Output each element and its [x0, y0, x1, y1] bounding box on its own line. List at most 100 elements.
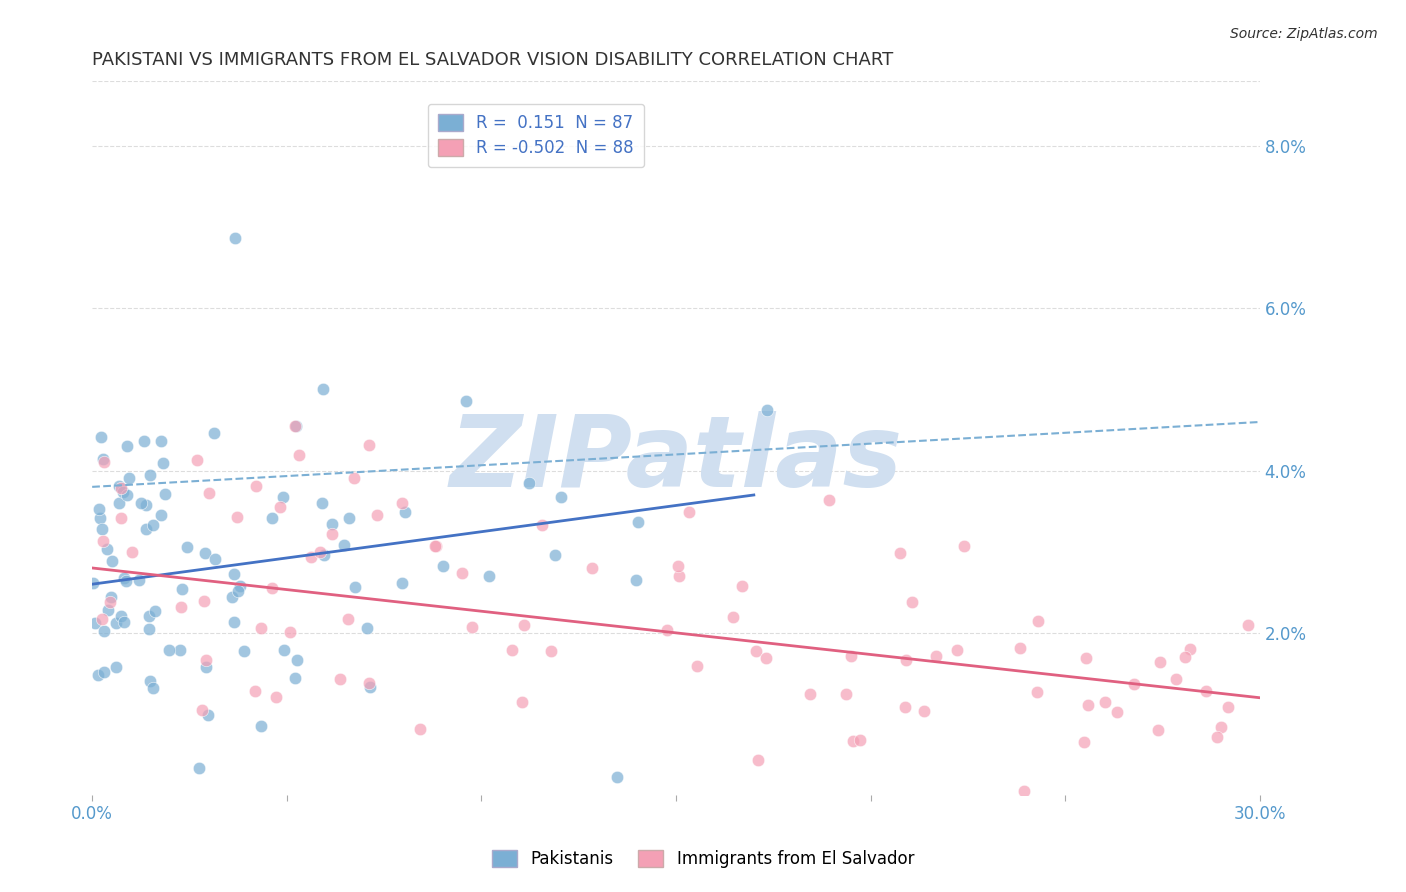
Pakistanis: [89, 510, 111, 524]
Pakistanis: [394, 505, 416, 519]
Immigrants from El Salvador: [193, 594, 215, 608]
Pakistanis: [139, 674, 162, 689]
Immigrants from El Salvador: [93, 533, 115, 548]
Pakistanis: [89, 501, 111, 516]
Immigrants from El Salvador: [513, 617, 536, 632]
Pakistanis: [221, 590, 243, 604]
Pakistanis: [169, 643, 191, 657]
Pakistanis: [115, 574, 138, 588]
Pakistanis: [624, 574, 647, 588]
Immigrants from El Salvador: [190, 703, 212, 717]
Immigrants from El Salvador: [721, 610, 744, 624]
Immigrants from El Salvador: [818, 493, 841, 508]
Immigrants from El Salvador: [581, 561, 603, 575]
Immigrants from El Salvador: [849, 733, 872, 747]
Immigrants from El Salvador: [839, 649, 862, 664]
Pakistanis: [226, 584, 249, 599]
Immigrants from El Salvador: [121, 545, 143, 559]
Immigrants from El Salvador: [894, 653, 917, 667]
Pakistanis: [84, 615, 107, 630]
Immigrants from El Salvador: [1218, 699, 1240, 714]
Pakistanis: [150, 508, 173, 523]
Immigrants from El Salvador: [1147, 723, 1170, 737]
Pakistanis: [101, 554, 124, 568]
Immigrants from El Salvador: [1012, 784, 1035, 798]
Pakistanis: [90, 430, 112, 444]
Pakistanis: [93, 624, 115, 638]
Immigrants from El Salvador: [1195, 684, 1218, 698]
Immigrants from El Salvador: [889, 546, 911, 560]
Immigrants from El Salvador: [510, 694, 533, 708]
Pakistanis: [115, 439, 138, 453]
Pakistanis: [138, 608, 160, 623]
Pakistanis: [517, 476, 540, 491]
Pakistanis: [314, 548, 336, 562]
Pakistanis: [187, 761, 209, 775]
Pakistanis: [194, 546, 217, 560]
Pakistanis: [104, 615, 127, 630]
Pakistanis: [131, 496, 153, 510]
Immigrants from El Salvador: [1105, 705, 1128, 719]
Pakistanis: [100, 591, 122, 605]
Immigrants from El Salvador: [299, 550, 322, 565]
Pakistanis: [152, 456, 174, 470]
Immigrants from El Salvador: [321, 527, 343, 541]
Legend: Pakistanis, Immigrants from El Salvador: Pakistanis, Immigrants from El Salvador: [485, 843, 921, 875]
Immigrants from El Salvador: [461, 620, 484, 634]
Pakistanis: [432, 558, 454, 573]
Immigrants from El Salvador: [747, 753, 769, 767]
Pakistanis: [260, 510, 283, 524]
Pakistanis: [544, 548, 567, 562]
Pakistanis: [271, 490, 294, 504]
Immigrants from El Salvador: [283, 419, 305, 434]
Immigrants from El Salvador: [423, 539, 446, 553]
Pakistanis: [755, 403, 778, 417]
Pakistanis: [202, 426, 225, 441]
Pakistanis: [107, 496, 129, 510]
Immigrants from El Salvador: [1026, 685, 1049, 699]
Pakistanis: [195, 659, 218, 673]
Pakistanis: [128, 573, 150, 587]
Pakistanis: [142, 681, 165, 696]
Immigrants from El Salvador: [1206, 731, 1229, 745]
Immigrants from El Salvador: [799, 687, 821, 701]
Immigrants from El Salvador: [359, 438, 381, 452]
Immigrants from El Salvador: [1010, 641, 1032, 656]
Immigrants from El Salvador: [1209, 721, 1232, 735]
Pakistanis: [132, 434, 155, 448]
Immigrants from El Salvador: [288, 448, 311, 462]
Pakistanis: [550, 490, 572, 504]
Pakistanis: [149, 434, 172, 448]
Immigrants from El Salvador: [264, 690, 287, 705]
Pakistanis: [139, 468, 162, 483]
Immigrants from El Salvador: [186, 453, 208, 467]
Pakistanis: [197, 708, 219, 723]
Immigrants from El Salvador: [337, 612, 360, 626]
Immigrants from El Salvador: [946, 643, 969, 657]
Pakistanis: [112, 615, 135, 630]
Immigrants from El Salvador: [1149, 655, 1171, 669]
Pakistanis: [176, 541, 198, 555]
Immigrants from El Salvador: [194, 653, 217, 667]
Immigrants from El Salvador: [366, 508, 388, 522]
Immigrants from El Salvador: [343, 471, 366, 485]
Pakistanis: [284, 671, 307, 685]
Immigrants from El Salvador: [1122, 676, 1144, 690]
Immigrants from El Salvador: [1094, 695, 1116, 709]
Pakistanis: [250, 719, 273, 733]
Immigrants from El Salvador: [666, 558, 689, 573]
Pakistanis: [224, 231, 246, 245]
Pakistanis: [478, 568, 501, 582]
Pakistanis: [135, 498, 157, 512]
Pakistanis: [606, 770, 628, 784]
Pakistanis: [157, 643, 180, 657]
Pakistanis: [142, 518, 165, 533]
Pakistanis: [172, 582, 194, 596]
Immigrants from El Salvador: [745, 644, 768, 658]
Immigrants from El Salvador: [835, 687, 858, 701]
Pakistanis: [91, 522, 114, 536]
Immigrants from El Salvador: [245, 479, 267, 493]
Immigrants from El Salvador: [842, 734, 865, 748]
Immigrants from El Salvador: [451, 566, 474, 580]
Text: ZIPatlas: ZIPatlas: [450, 411, 903, 508]
